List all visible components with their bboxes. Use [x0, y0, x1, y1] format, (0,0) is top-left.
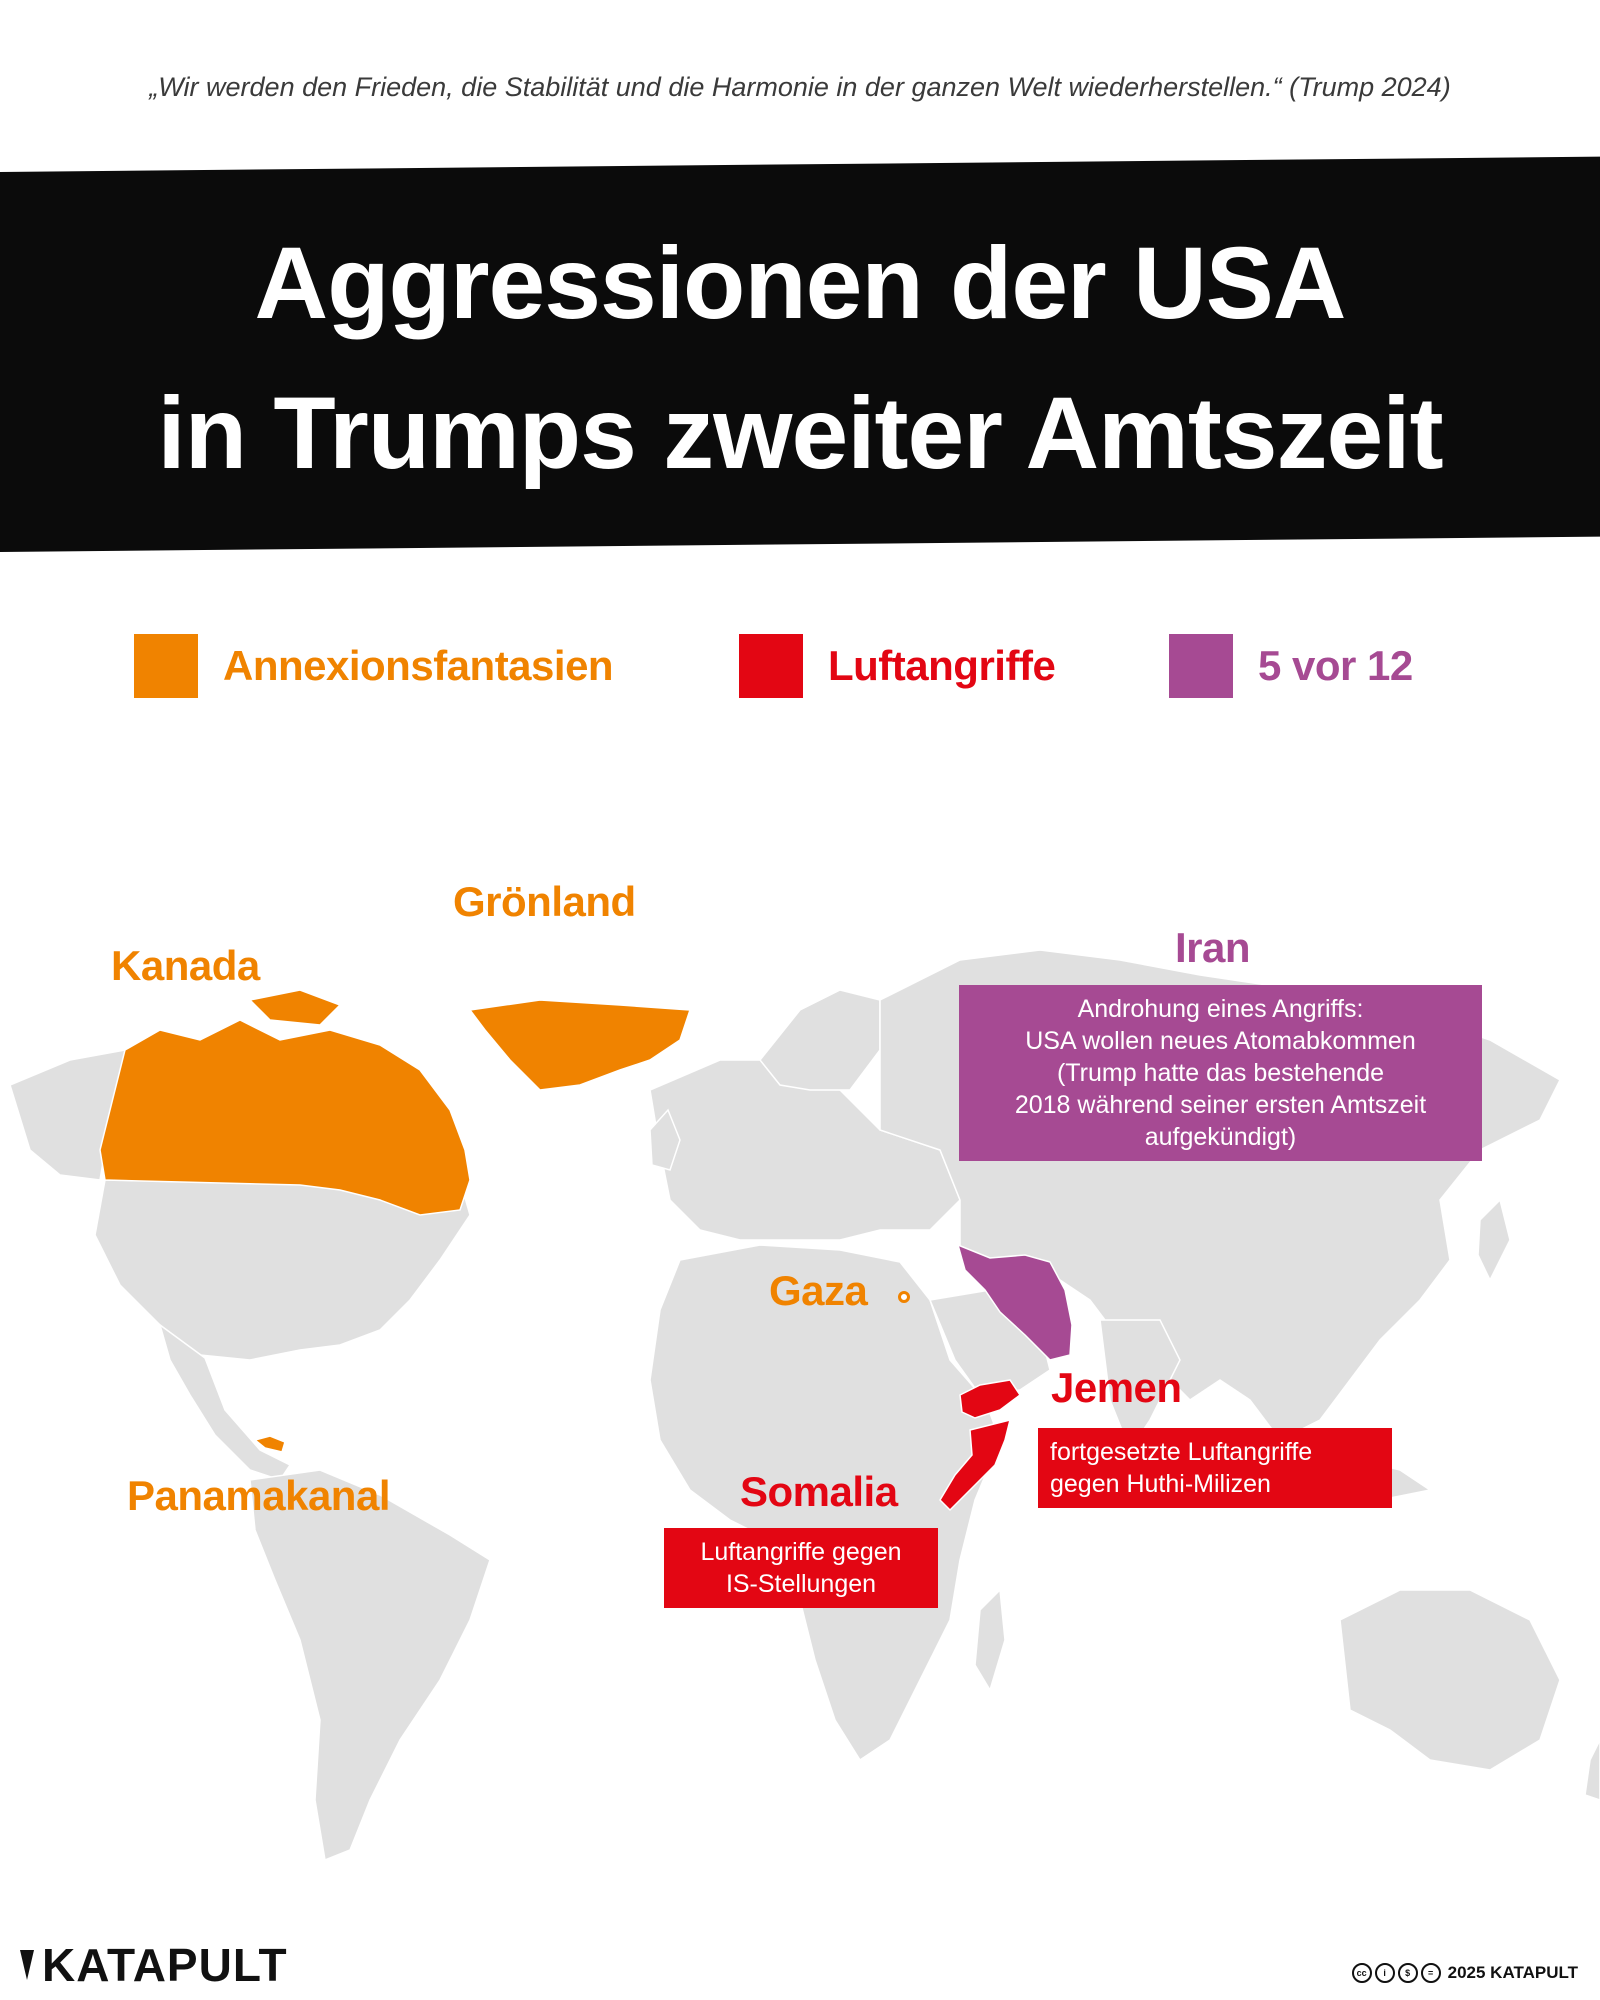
yemen-info-box: fortgesetzte Luftangriffe gegen Huthi-Mi…: [1038, 1428, 1392, 1508]
legend-label-annexation: Annexionsfantasien: [223, 642, 614, 689]
place-label-canada: Kanada: [111, 942, 260, 989]
place-label-panama: Panamakanal: [127, 1472, 391, 1519]
land-usa: [94, 1179, 471, 1361]
legend-swatch-annexation: [134, 634, 198, 698]
iran-info-line: aufgekündigt): [1144, 1123, 1297, 1151]
legend-item-airstrikes: Luftangriffe: [739, 634, 1056, 698]
place-label-iran: Iran: [1175, 924, 1251, 971]
yemen-info-line: fortgesetzte Luftangriffe: [1050, 1438, 1313, 1466]
katapult-mark-icon: [20, 1950, 34, 1980]
region-somalia: [939, 1418, 1012, 1512]
place-label-greenland: Grönland: [453, 878, 636, 925]
cc-by-icon: i: [1374, 1963, 1395, 1983]
annexation-regions: [99, 989, 692, 1453]
legend-swatch-airstrikes: [739, 634, 803, 698]
land-south-america: [249, 1469, 491, 1862]
somalia-info-line: Luftangriffe gegen: [700, 1538, 902, 1566]
land-scandinavia: [759, 989, 881, 1091]
land-india: [1099, 1319, 1181, 1452]
legend-label-warning: 5 vor 12: [1258, 642, 1413, 689]
brand-logo: KATAPULT: [18, 1938, 288, 1992]
copyright: cc i $ = 2025 KATAPULT: [1351, 1963, 1578, 1983]
land-japan: [1477, 1198, 1511, 1282]
place-label-somalia: Somalia: [740, 1468, 898, 1515]
place-label-gaza: Gaza: [769, 1267, 868, 1314]
region-panama: [253, 1435, 286, 1453]
region-canada: [99, 1019, 471, 1216]
land-madagascar: [974, 1588, 1006, 1692]
region-canada-islands: [248, 989, 342, 1026]
gaza-marker: [898, 1291, 910, 1303]
land-australia: [1339, 1589, 1561, 1771]
page-title: Aggressionen der USA in Trumps zweiter A…: [0, 208, 1600, 508]
airstrike-regions: [939, 1379, 1022, 1512]
cc-icon: cc: [1351, 1963, 1372, 1983]
region-yemen: [959, 1379, 1022, 1419]
somalia-info-box: Luftangriffe gegen IS-Stellungen: [664, 1528, 938, 1608]
quote: „Wir werden den Frieden, die Stabilität …: [149, 72, 1451, 102]
cc-nd-icon: =: [1420, 1963, 1441, 1983]
legend-item-warning: 5 vor 12: [1169, 634, 1413, 698]
legend-item-annexation: Annexionsfantasien: [134, 634, 614, 698]
land-uk: [649, 1108, 681, 1171]
legend-swatch-warning: [1169, 634, 1233, 698]
cc-nc-icon: $: [1397, 1963, 1418, 1983]
land-new-zealand: [1584, 1739, 1600, 1801]
yemen-info-line: gegen Huthi-Milizen: [1050, 1470, 1271, 1498]
brand-name: KATAPULT: [42, 1939, 288, 1991]
legend-label-airstrikes: Luftangriffe: [828, 642, 1056, 689]
iran-info-line: USA wollen neues Atomabkommen: [1025, 1027, 1416, 1055]
copyright-text: 2025 KATAPULT: [1447, 1963, 1578, 1982]
title-line-2: in Trumps zweiter Amtszeit: [157, 376, 1443, 490]
legend: Annexionsfantasien Luftangriffe 5 vor 12: [0, 634, 1600, 704]
iran-info-line: Androhung eines Angriffs:: [1077, 995, 1364, 1023]
place-label-yemen: Jemen: [1051, 1364, 1182, 1411]
somalia-info-line: IS-Stellungen: [725, 1570, 877, 1598]
iran-info-line: 2018 während seiner ersten Amtszeit: [1014, 1091, 1427, 1119]
iran-info-box: Androhung eines Angriffs: USA wollen neu…: [959, 985, 1482, 1161]
region-greenland: [468, 999, 692, 1091]
region-iran: [956, 1243, 1073, 1361]
title-line-1: Aggressionen der USA: [254, 226, 1347, 340]
iran-info-line: (Trump hatte das bestehende: [1056, 1059, 1385, 1087]
